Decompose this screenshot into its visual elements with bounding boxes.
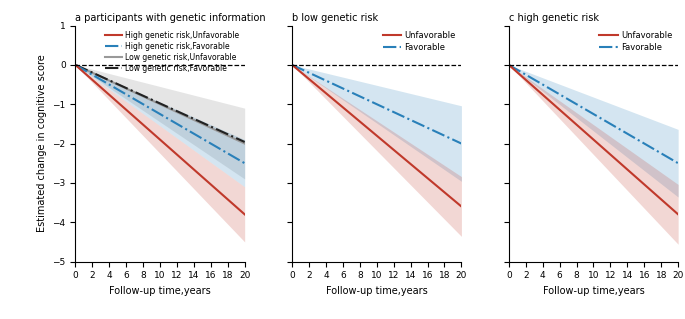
Text: c high genetic risk: c high genetic risk [509,13,599,23]
X-axis label: Follow-up time,years: Follow-up time,years [109,286,211,296]
Legend: Unfavorable, Favorable: Unfavorable, Favorable [381,30,458,54]
Text: a participants with genetic information: a participants with genetic information [75,13,266,23]
X-axis label: Follow-up time,years: Follow-up time,years [543,286,645,296]
X-axis label: Follow-up time,years: Follow-up time,years [326,286,427,296]
Text: b low genetic risk: b low genetic risk [292,13,378,23]
Legend: High genetic risk,Unfavorable, High genetic risk,Favorable, Low genetic risk,Unf: High genetic risk,Unfavorable, High gene… [104,29,241,74]
Legend: Unfavorable, Favorable: Unfavorable, Favorable [597,30,674,54]
Y-axis label: Estimated change in cognitive score: Estimated change in cognitive score [37,55,47,233]
